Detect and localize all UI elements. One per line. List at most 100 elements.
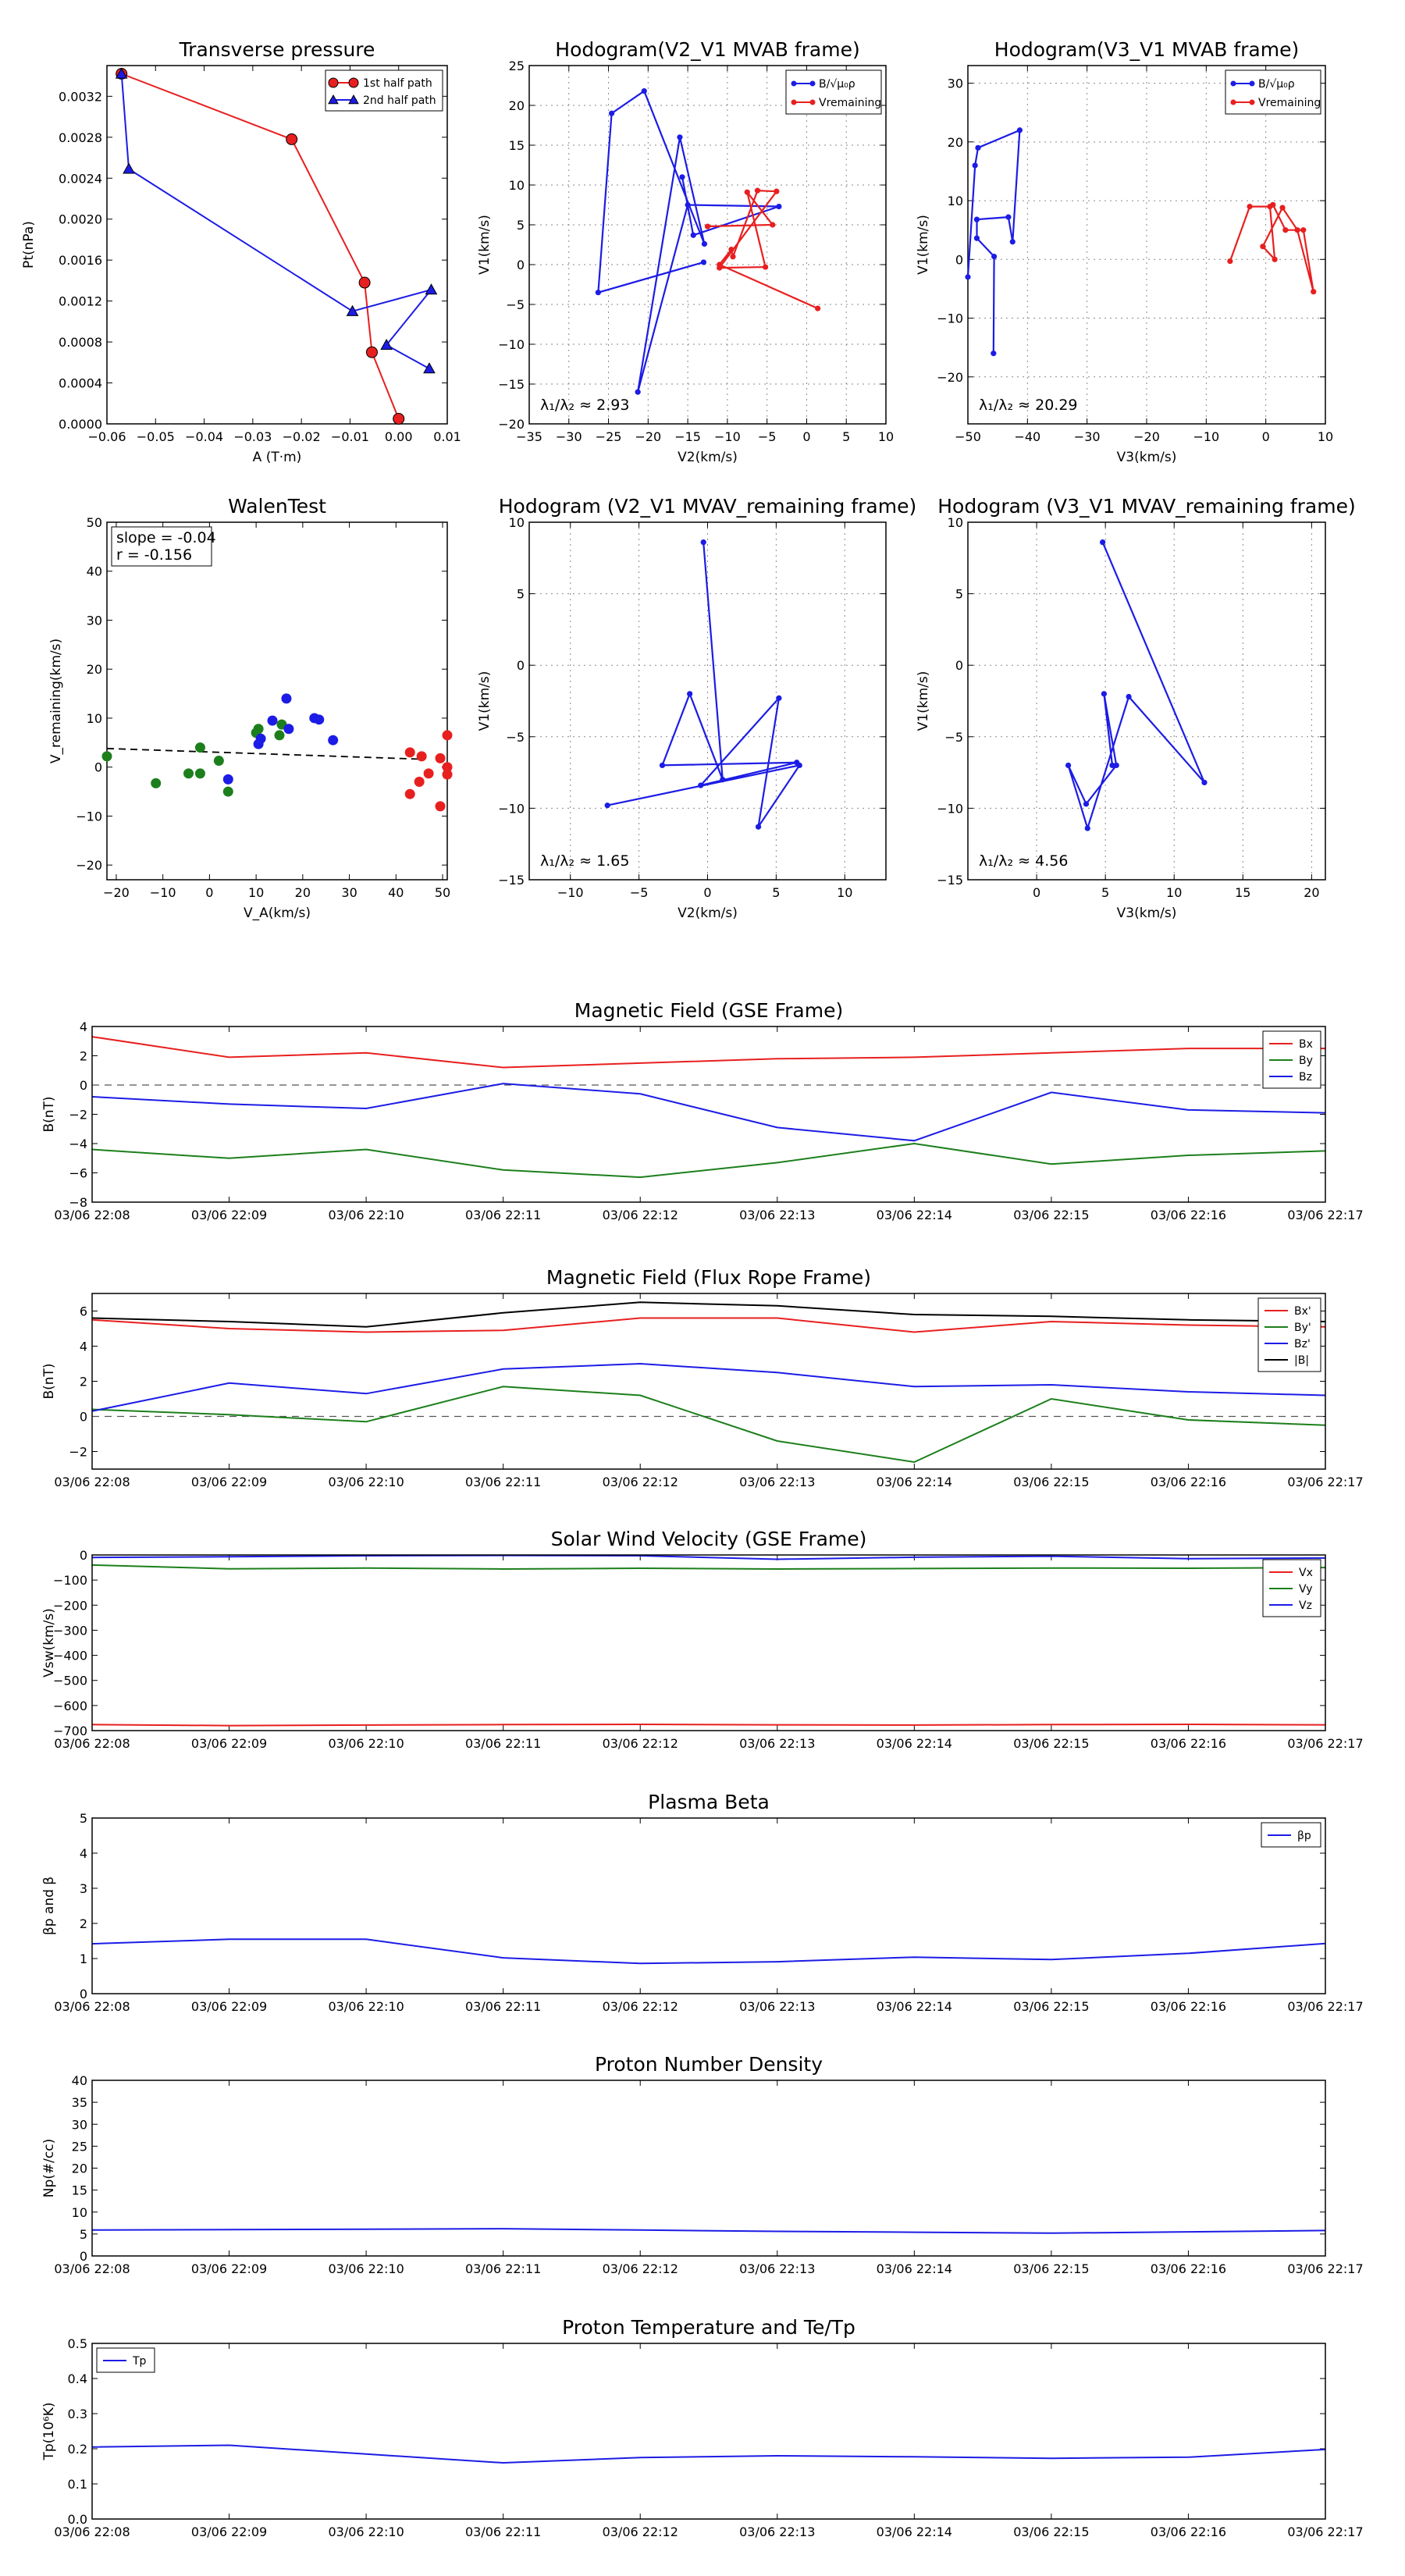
vsw-x-tick-label: 03/06 22:13	[739, 1736, 815, 1751]
pt-y-tick-label: 0.0008	[59, 335, 102, 350]
h1-y-tick-label: 15	[509, 138, 525, 153]
h4-data-point	[1109, 762, 1115, 769]
bgse-legend-label: Bx	[1299, 1038, 1313, 1051]
h1-y-tick-label: −5	[506, 297, 525, 312]
pt-x-tick-label: −0.06	[87, 429, 126, 444]
h4-data-point	[1065, 762, 1072, 769]
beta-frame	[91, 1817, 1326, 1994]
walen-data-point	[194, 768, 205, 779]
h2-legend-marker	[1249, 99, 1255, 105]
h2-x-tick-label: −50	[955, 429, 981, 444]
bfr-x-tick-label: 03/06 22:08	[54, 1475, 130, 1489]
walen-fit-line	[106, 747, 425, 760]
bgse-x-tick-label: 03/06 22:09	[191, 1208, 267, 1222]
pt-data-point	[346, 304, 359, 316]
pt-series-line-0	[121, 73, 400, 419]
h2-data-point	[973, 216, 980, 222]
h1-series-line-1	[707, 189, 819, 310]
walen-data-point	[281, 693, 292, 704]
h1-x-tick-label: −10	[714, 429, 741, 444]
vsw-x-tick-label: 03/06 22:12	[603, 1736, 678, 1751]
bgse-y-tick-label: −4	[69, 1137, 87, 1151]
walen-y-tick-label: 30	[87, 613, 102, 628]
h2-x-tick-label: 10	[1318, 429, 1333, 444]
walen-data-point	[183, 768, 194, 779]
h1-data-point	[770, 222, 776, 228]
h1-x-tick-label: −30	[556, 429, 582, 444]
h2-y-tick-label: 0	[955, 252, 963, 267]
h1-y-tick-label: −15	[498, 377, 525, 392]
bgse-y-axis-label: B(nT)	[41, 1096, 57, 1132]
h2-x-axis-label: V3(km/s)	[1117, 450, 1177, 465]
h2-x-tick-label: 0	[1262, 429, 1270, 444]
np-y-axis-label: Np(#/cc)	[41, 2139, 57, 2197]
pt-title: Transverse pressure	[179, 38, 375, 61]
h4-y-tick-label: 5	[955, 587, 963, 602]
h2-x-tick-label: −20	[1133, 429, 1160, 444]
walen-data-point	[416, 751, 427, 762]
h1-legend-box	[785, 69, 882, 115]
bfr-y-tick-label: 4	[80, 1340, 87, 1354]
h2-data-point	[965, 274, 971, 280]
vsw-series-line-Vx	[91, 1723, 1326, 1727]
h1-ratio-annotation: λ₁/λ₂ ≈ 2.93	[540, 397, 629, 414]
h1-data-point	[595, 290, 601, 296]
walen-data-point	[283, 724, 294, 735]
h2-x-tick-label: −10	[1193, 429, 1219, 444]
h2-y-tick-label: 30	[948, 76, 963, 91]
pt-legend-label: 1st half path	[363, 77, 432, 90]
vsw-x-tick-label: 03/06 22:14	[877, 1736, 952, 1751]
beta-x-tick-label: 03/06 22:13	[739, 1999, 815, 2014]
bfr-x-tick-label: 03/06 22:12	[603, 1475, 678, 1489]
walen-x-tick-label: 40	[388, 885, 404, 900]
tp-y-tick-label: 0.0	[68, 2512, 87, 2527]
pt-y-tick-label: 0.0012	[59, 294, 102, 309]
pt-data-point	[358, 276, 371, 289]
bfr-frame	[91, 1293, 1326, 1470]
h2-y-tick-label: 20	[948, 135, 963, 150]
walen-data-point	[423, 768, 434, 779]
h4-y-tick-label: −10	[937, 801, 963, 816]
tp-y-tick-label: 0.2	[68, 2442, 87, 2457]
h2-data-point	[1294, 227, 1300, 233]
tp-x-tick-label: 03/06 22:16	[1151, 2524, 1226, 2539]
np-title: Proton Number Density	[595, 2053, 823, 2076]
h3-data-point	[776, 695, 782, 701]
np-y-tick-label: 35	[72, 2095, 87, 2110]
h2-data-point	[973, 235, 980, 241]
vsw-legend-label: Vx	[1299, 1567, 1313, 1579]
bgse-x-tick-label: 03/06 22:08	[54, 1208, 130, 1222]
np-y-tick-label: 5	[80, 2227, 87, 2242]
pt-legend-label: 2nd half path	[363, 94, 436, 107]
vsw-frame	[91, 1554, 1326, 1731]
h4-x-tick-label: 20	[1304, 885, 1319, 900]
h2-data-point	[972, 162, 978, 169]
tp-x-tick-label: 03/06 22:12	[603, 2524, 678, 2539]
h2-legend-label: Vremaining	[1258, 97, 1321, 109]
walen-data-point	[404, 788, 415, 799]
h4-x-tick-label: 0	[1033, 885, 1040, 900]
h2-data-point	[1272, 256, 1278, 262]
pt-y-tick-label: 0.0004	[59, 376, 102, 391]
walen-stats-box	[111, 526, 212, 567]
h2-title: Hodogram(V3_V1 MVAB frame)	[994, 38, 1299, 61]
h1-legend-marker	[809, 80, 816, 87]
h4-data-point	[1084, 825, 1090, 831]
h4-title: Hodogram (V3_V1 MVAV_remaining frame)	[937, 495, 1356, 518]
tp-x-tick-label: 03/06 22:14	[877, 2524, 952, 2539]
bfr-y-tick-label: −2	[69, 1445, 87, 1460]
h1-data-point	[754, 187, 761, 194]
bgse-x-tick-label: 03/06 22:15	[1013, 1208, 1089, 1222]
np-x-tick-label: 03/06 22:12	[603, 2261, 678, 2276]
vsw-x-tick-label: 03/06 22:16	[1151, 1736, 1226, 1751]
h4-y-tick-label: 10	[948, 515, 963, 530]
np-x-tick-label: 03/06 22:11	[465, 2261, 541, 2276]
bfr-series-line-Bz'	[91, 1362, 1326, 1412]
h3-y-tick-label: 5	[517, 587, 525, 602]
h1-title: Hodogram(V2_V1 MVAB frame)	[555, 38, 859, 61]
np-y-tick-label: 40	[72, 2073, 87, 2088]
bgse-x-tick-label: 03/06 22:11	[465, 1208, 541, 1222]
np-x-tick-label: 03/06 22:17	[1287, 2261, 1363, 2276]
h2-ratio-annotation: λ₁/λ₂ ≈ 20.29	[979, 397, 1078, 414]
